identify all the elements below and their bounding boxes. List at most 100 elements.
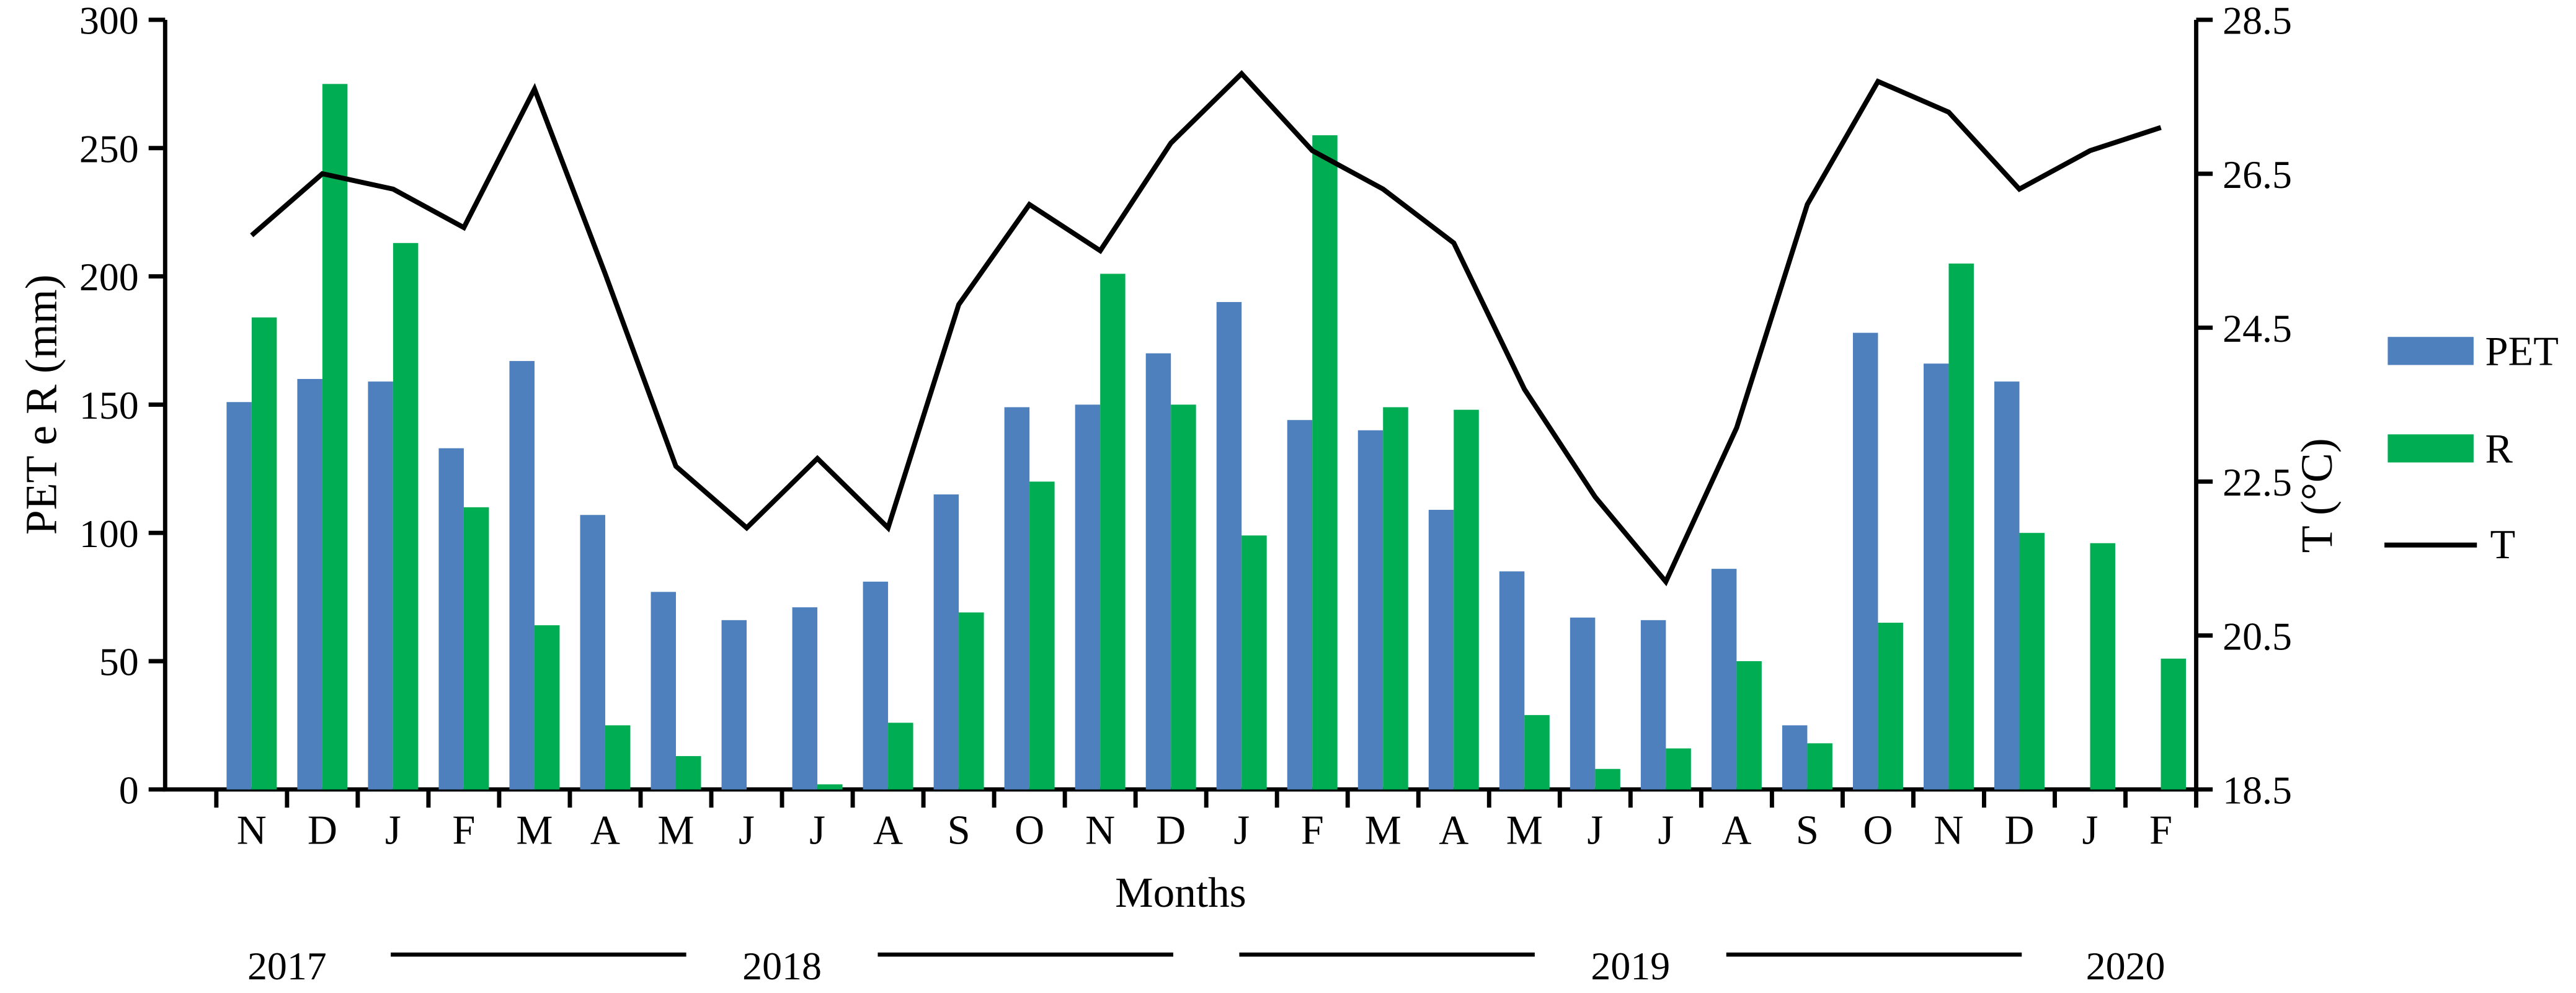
axes-group: 300 250 200 150 100 50 0 28.5 26.5 24.5 22.5 20.5 18… (79, 0, 2292, 812)
left-tick-label: 200 (79, 255, 139, 299)
legend-r-label: R (2485, 427, 2513, 472)
pet-bar (1994, 381, 2020, 790)
pet-bar (1428, 509, 1454, 790)
pet-bar (1711, 569, 1737, 790)
pet-bar (933, 494, 959, 790)
month-label: A (590, 808, 620, 853)
month-label: O (1015, 808, 1044, 853)
month-label: J (2082, 808, 2099, 853)
r-bar (959, 612, 984, 790)
legend-pet-label: PET (2485, 329, 2559, 374)
temperature-line-group (250, 70, 2162, 587)
month-label: J (385, 808, 401, 853)
pet-bar (1852, 332, 1878, 790)
right-tick-label: 20.5 (2223, 614, 2292, 658)
pet-bar (863, 581, 889, 790)
r-bar (534, 625, 560, 790)
pet-bar (1782, 725, 1808, 790)
pet-bar (1570, 617, 1596, 790)
month-label: A (1439, 808, 1468, 853)
left-tick-label: 300 (79, 0, 139, 43)
r-bar (1524, 715, 1550, 790)
r-bar (817, 784, 843, 790)
month-label: F (452, 808, 475, 853)
month-label: F (2149, 808, 2172, 853)
r-bar (1878, 622, 1903, 790)
r-bar (1807, 743, 1832, 790)
r-bar (1029, 481, 1055, 790)
left-tick-label: 0 (119, 768, 139, 812)
r-bar (1383, 407, 1408, 790)
left-tick-label: 150 (79, 383, 139, 427)
month-label: D (1156, 808, 1186, 853)
r-bar (888, 723, 913, 790)
month-label: F (1301, 808, 1324, 853)
month-label: J (1658, 808, 1674, 853)
month-label: S (948, 808, 970, 853)
left-tick-label: 250 (79, 127, 139, 171)
pet-bar (1499, 571, 1525, 790)
pet-bar (509, 361, 535, 790)
month-label: M (1365, 808, 1401, 853)
pet-bar (580, 515, 605, 790)
r-bar (1666, 748, 1691, 790)
year-label: 2019 (1591, 944, 1670, 988)
month-label: J (1587, 808, 1603, 853)
legend-t-label: T (2490, 522, 2516, 568)
year-label: 2020 (2086, 944, 2165, 988)
pet-bar (1357, 430, 1383, 790)
r-bar (1312, 135, 1338, 790)
month-label: O (1863, 808, 1893, 853)
pet-bar (721, 620, 747, 790)
pet-bar (1216, 301, 1242, 790)
month-label: S (1796, 808, 1819, 853)
legend: PET R T (2384, 329, 2559, 568)
r-bar (2090, 543, 2115, 790)
month-label: A (873, 808, 903, 853)
year-row-group: 2017 2018 2019 2020 (247, 944, 2165, 988)
r-bar (1171, 404, 1196, 790)
legend-pet-swatch (2387, 337, 2474, 365)
month-label: N (237, 808, 267, 853)
pet-bar (297, 379, 322, 790)
left-axis-title: PET e R (mm) (17, 274, 66, 535)
pet-bar (651, 592, 677, 790)
t-line (250, 70, 2162, 587)
year-label: 2018 (742, 944, 822, 988)
pet-bar (1075, 404, 1101, 790)
month-label: J (739, 808, 755, 853)
pet-bar (226, 402, 252, 790)
right-tick-label: 18.5 (2223, 768, 2292, 812)
right-tick-label: 28.5 (2223, 0, 2292, 43)
right-tick-label: 26.5 (2223, 153, 2292, 197)
right-axis-title: T (°C) (2292, 438, 2342, 553)
r-bar (393, 243, 419, 790)
r-bar (1595, 768, 1620, 790)
pet-bar (1640, 620, 1666, 790)
r-bar (1241, 535, 1267, 790)
month-label: M (657, 808, 694, 853)
year-label: 2017 (247, 944, 327, 988)
month-label: D (308, 808, 337, 853)
pet-bar (1004, 407, 1030, 790)
r-bar (676, 756, 701, 790)
r-bar (463, 507, 489, 790)
month-label: M (1506, 808, 1543, 853)
right-tick-label: 22.5 (2223, 460, 2292, 504)
pet-bar (1923, 363, 1949, 790)
r-bar (251, 317, 277, 790)
r-bar (322, 84, 348, 790)
pet-bar (368, 381, 393, 790)
left-tick-label: 100 (79, 512, 139, 556)
x-axis-title: Months (1115, 868, 1246, 916)
right-tick-label: 24.5 (2223, 306, 2292, 350)
r-bar (1736, 661, 1762, 790)
r-bar (1454, 409, 1479, 790)
pet-bar (438, 448, 464, 790)
pet-bar (1145, 353, 1171, 790)
bars-group (226, 84, 2187, 790)
month-label: J (809, 808, 825, 853)
